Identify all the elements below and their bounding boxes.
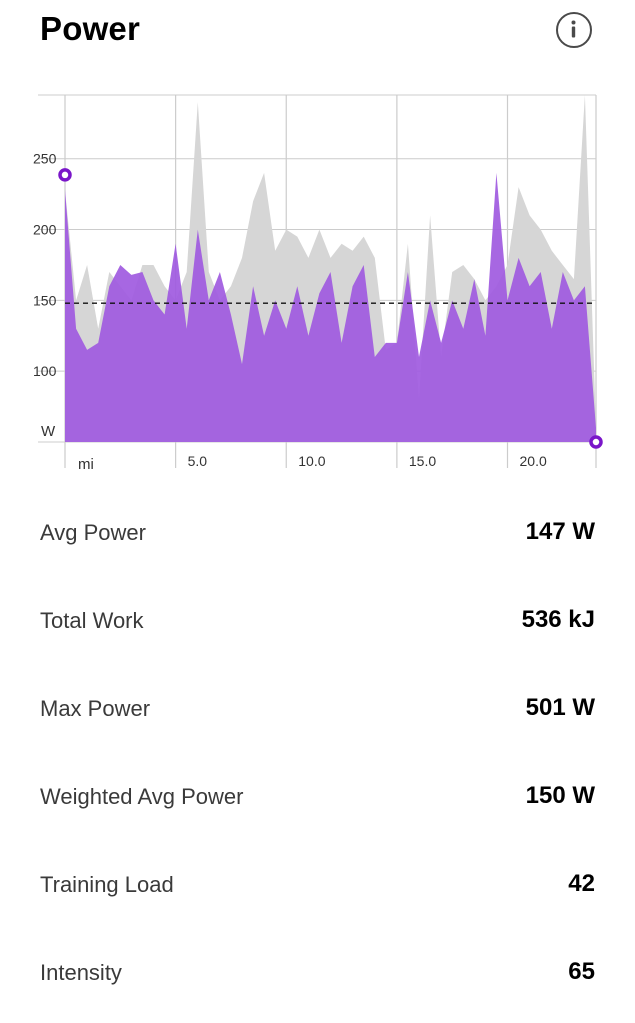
stat-label: Intensity: [40, 960, 122, 985]
stat-row-intensity: Intensity 65: [0, 944, 635, 1004]
x-axis-label: mi: [78, 456, 94, 473]
power-chart[interactable]: 100 150 200 250 5.0 10.0 15.0 20.0 W mi: [0, 80, 635, 480]
y-axis-label: W: [41, 423, 56, 440]
y-tick-label: 200: [33, 222, 57, 238]
x-tick-label: 10.0: [298, 453, 325, 469]
stat-label: Weighted Avg Power: [40, 784, 244, 809]
stat-label: Total Work: [40, 608, 144, 633]
y-tick-label: 100: [33, 363, 57, 379]
stat-value: 42: [568, 870, 595, 897]
stat-value: 65: [568, 958, 595, 985]
info-circle-icon: [571, 20, 576, 38]
stat-row-weighted-avg-power: Weighted Avg Power 150 W: [0, 768, 635, 828]
stat-row-avg-power: Avg Power 147 W: [0, 504, 635, 564]
end-marker[interactable]: [589, 435, 603, 449]
info-button[interactable]: [556, 12, 592, 48]
stat-value: 150 W: [525, 782, 595, 809]
series-area-power: [65, 172, 596, 442]
stat-label: Max Power: [40, 696, 151, 721]
stat-row-total-work: Total Work 536 kJ: [0, 592, 635, 652]
stat-label: Training Load: [40, 872, 174, 897]
page-title: Power: [40, 10, 141, 47]
x-tick-label: 5.0: [188, 453, 208, 469]
stat-value: 536 kJ: [521, 606, 595, 633]
start-marker[interactable]: [58, 168, 72, 182]
y-tick-label: 250: [33, 151, 57, 167]
stat-label: Avg Power: [40, 520, 146, 545]
stat-value: 147 W: [525, 518, 595, 545]
y-tick-label: 150: [33, 292, 57, 308]
y-axis-labels: 100 150 200 250: [33, 151, 57, 379]
x-tick-label: 15.0: [409, 453, 436, 469]
stat-row-training-load: Training Load 42: [0, 856, 635, 916]
x-tick-label: 20.0: [520, 453, 547, 469]
x-axis-labels: 5.0 10.0 15.0 20.0: [188, 453, 547, 469]
stat-value: 501 W: [525, 694, 595, 721]
stat-row-max-power: Max Power 501 W: [0, 680, 635, 740]
